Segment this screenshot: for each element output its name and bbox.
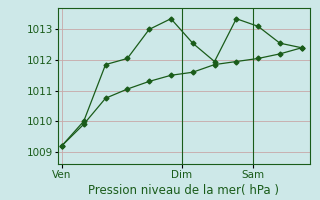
X-axis label: Pression niveau de la mer( hPa ): Pression niveau de la mer( hPa ) <box>89 184 279 197</box>
